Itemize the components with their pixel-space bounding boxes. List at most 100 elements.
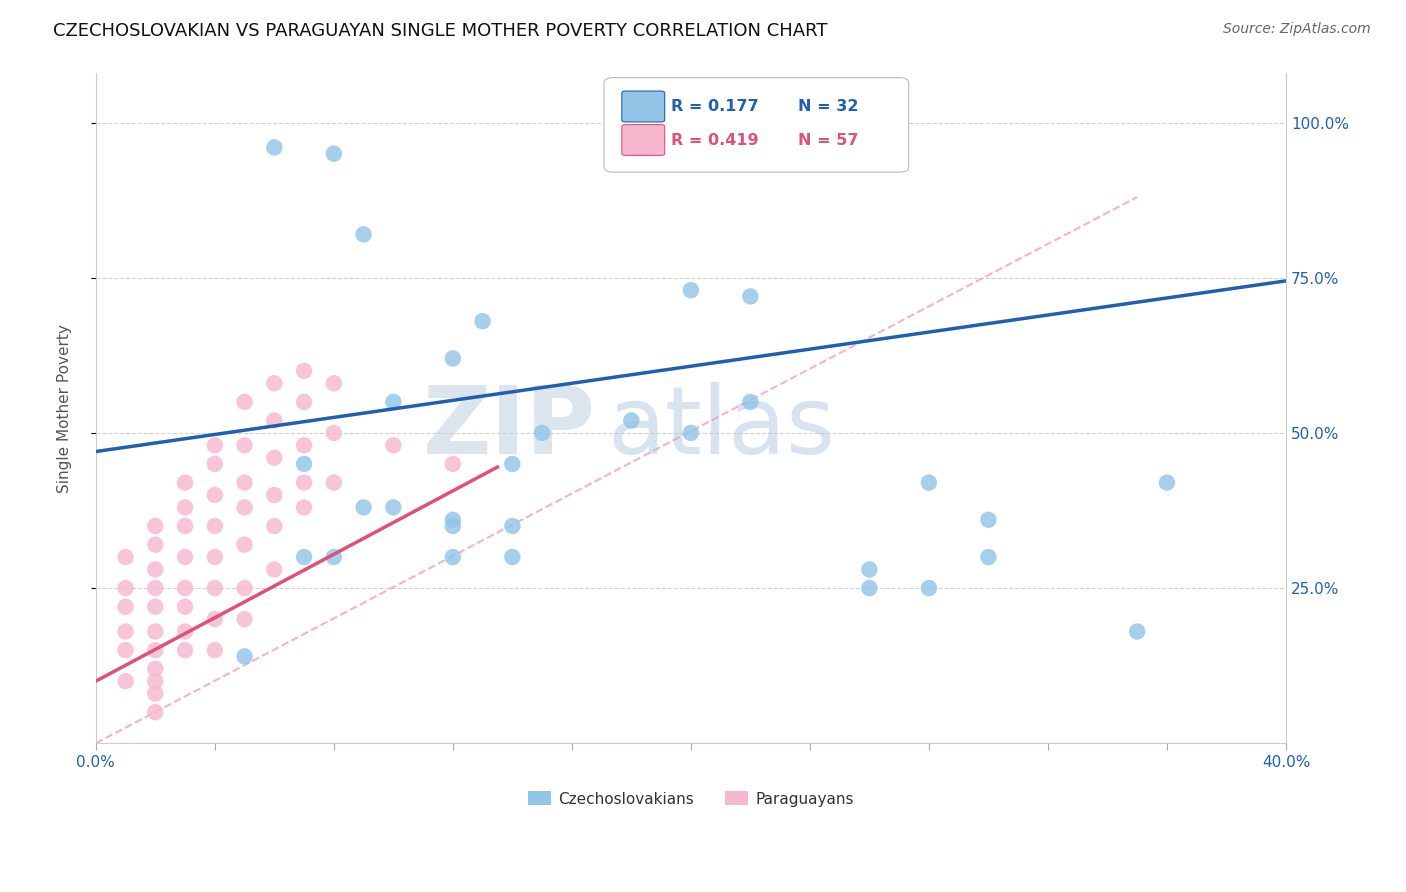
- Point: [441, 549, 464, 564]
- Point: [263, 450, 285, 465]
- Point: [353, 500, 375, 515]
- Point: [441, 457, 464, 471]
- Point: [292, 364, 315, 378]
- Point: [143, 674, 166, 689]
- Point: [382, 438, 405, 452]
- Point: [204, 643, 226, 657]
- Point: [233, 581, 256, 595]
- Point: [174, 549, 197, 564]
- Point: [263, 413, 285, 427]
- Point: [114, 624, 136, 639]
- Point: [263, 519, 285, 533]
- Point: [114, 549, 136, 564]
- Text: Source: ZipAtlas.com: Source: ZipAtlas.com: [1223, 22, 1371, 37]
- Point: [322, 425, 344, 440]
- Point: [204, 549, 226, 564]
- Point: [740, 289, 762, 303]
- FancyBboxPatch shape: [605, 78, 908, 172]
- Point: [858, 562, 880, 576]
- Point: [143, 624, 166, 639]
- Point: [233, 500, 256, 515]
- Point: [263, 562, 285, 576]
- Point: [441, 519, 464, 533]
- Text: ZIP: ZIP: [423, 382, 596, 475]
- Point: [174, 599, 197, 614]
- Point: [292, 438, 315, 452]
- Point: [918, 475, 941, 490]
- Point: [263, 140, 285, 154]
- FancyBboxPatch shape: [621, 91, 665, 122]
- Point: [143, 643, 166, 657]
- Point: [620, 413, 643, 427]
- Text: atlas: atlas: [607, 382, 835, 475]
- Point: [322, 549, 344, 564]
- Point: [501, 549, 523, 564]
- Point: [263, 488, 285, 502]
- Point: [292, 457, 315, 471]
- Point: [977, 549, 1000, 564]
- Point: [1126, 624, 1149, 639]
- Point: [233, 612, 256, 626]
- Point: [174, 475, 197, 490]
- Point: [143, 519, 166, 533]
- Point: [174, 500, 197, 515]
- Point: [740, 395, 762, 409]
- Point: [531, 425, 554, 440]
- Point: [263, 376, 285, 391]
- Point: [143, 581, 166, 595]
- Point: [143, 599, 166, 614]
- Point: [114, 581, 136, 595]
- FancyBboxPatch shape: [621, 125, 665, 155]
- Point: [382, 500, 405, 515]
- Point: [233, 438, 256, 452]
- Text: R = 0.419: R = 0.419: [671, 133, 758, 147]
- Point: [114, 599, 136, 614]
- Point: [204, 581, 226, 595]
- Point: [233, 475, 256, 490]
- Text: N = 57: N = 57: [799, 133, 859, 147]
- Point: [143, 687, 166, 701]
- Point: [322, 376, 344, 391]
- Point: [382, 395, 405, 409]
- Point: [174, 624, 197, 639]
- Point: [174, 581, 197, 595]
- Y-axis label: Single Mother Poverty: Single Mother Poverty: [58, 324, 72, 492]
- Point: [322, 475, 344, 490]
- Point: [353, 227, 375, 242]
- Point: [292, 549, 315, 564]
- Text: N = 32: N = 32: [799, 99, 859, 114]
- Point: [174, 643, 197, 657]
- Point: [679, 425, 702, 440]
- Point: [977, 513, 1000, 527]
- Point: [918, 581, 941, 595]
- Point: [233, 538, 256, 552]
- Point: [204, 488, 226, 502]
- Point: [233, 395, 256, 409]
- Point: [501, 519, 523, 533]
- Point: [143, 705, 166, 719]
- Point: [114, 643, 136, 657]
- Legend: Czechoslovakians, Paraguayans: Czechoslovakians, Paraguayans: [522, 785, 860, 813]
- Point: [143, 662, 166, 676]
- Point: [233, 649, 256, 664]
- Point: [204, 457, 226, 471]
- Point: [471, 314, 494, 328]
- Point: [292, 395, 315, 409]
- Point: [292, 500, 315, 515]
- Text: CZECHOSLOVAKIAN VS PARAGUAYAN SINGLE MOTHER POVERTY CORRELATION CHART: CZECHOSLOVAKIAN VS PARAGUAYAN SINGLE MOT…: [53, 22, 828, 40]
- Point: [174, 519, 197, 533]
- Point: [292, 475, 315, 490]
- Point: [679, 283, 702, 297]
- Text: R = 0.177: R = 0.177: [671, 99, 758, 114]
- Point: [858, 581, 880, 595]
- Point: [204, 612, 226, 626]
- Point: [143, 562, 166, 576]
- Point: [114, 674, 136, 689]
- Point: [501, 457, 523, 471]
- Point: [650, 134, 672, 148]
- Point: [441, 351, 464, 366]
- Point: [441, 513, 464, 527]
- Point: [1156, 475, 1178, 490]
- Point: [204, 519, 226, 533]
- Point: [204, 438, 226, 452]
